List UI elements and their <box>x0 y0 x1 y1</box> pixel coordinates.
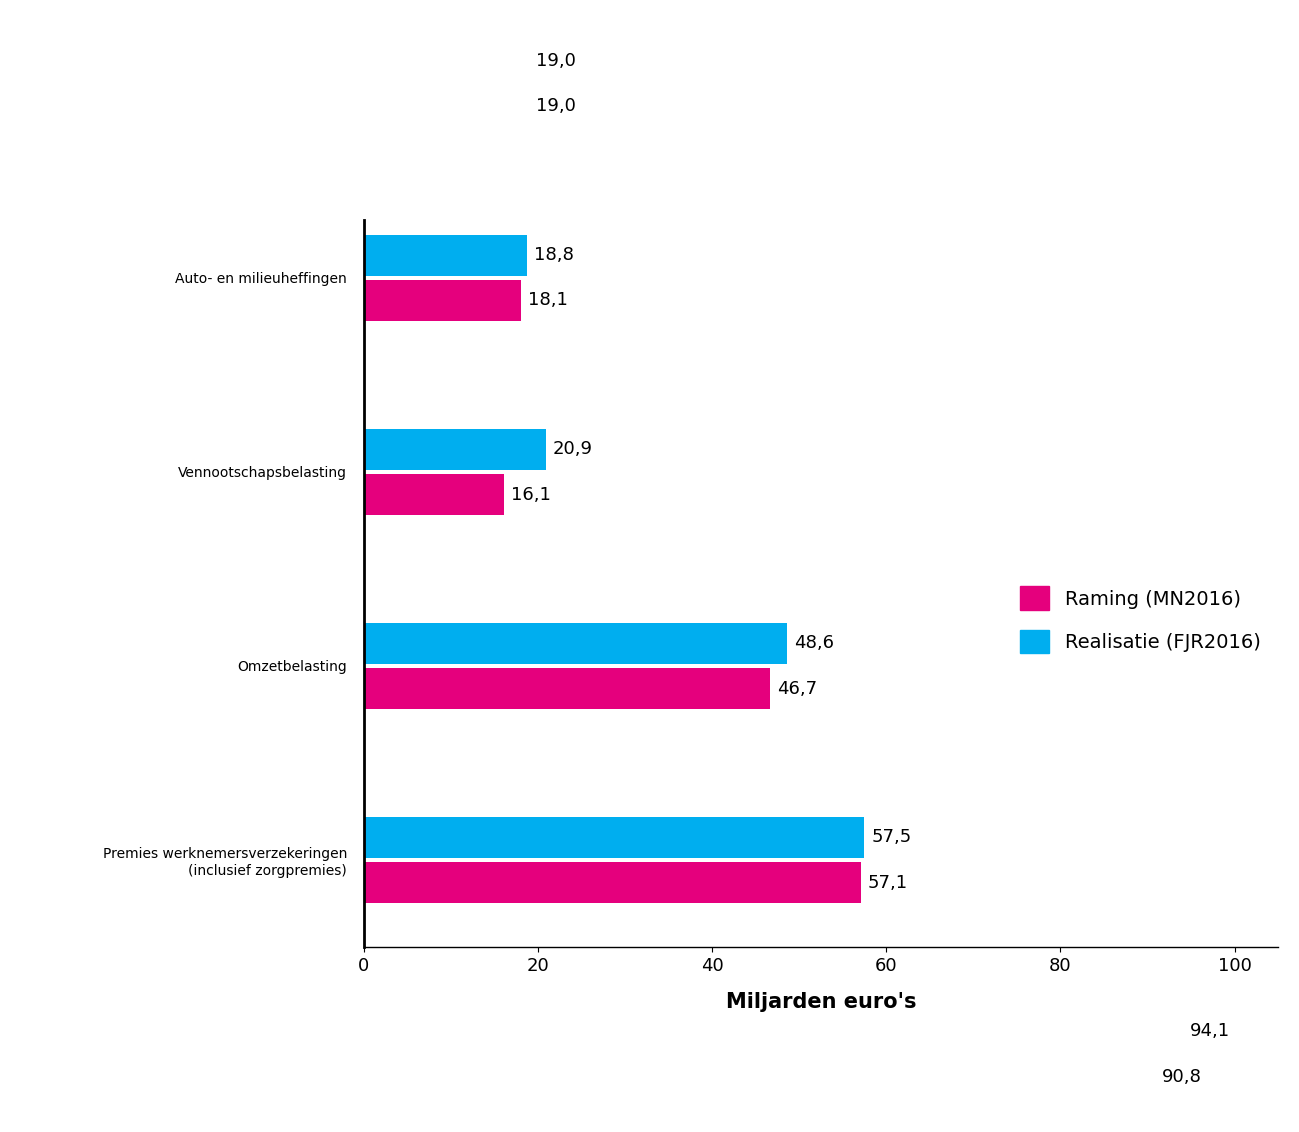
Bar <box>364 623 787 663</box>
Bar <box>364 280 521 321</box>
Bar <box>364 41 529 82</box>
Bar <box>364 668 770 709</box>
Bar <box>364 86 529 127</box>
Bar <box>364 429 546 470</box>
Text: 18,8: 18,8 <box>534 247 574 264</box>
Text: 19,0: 19,0 <box>536 97 575 115</box>
Bar <box>364 1011 1183 1052</box>
Text: 46,7: 46,7 <box>777 679 817 697</box>
Legend: Raming (MN2016), Realisatie (FJR2016): Raming (MN2016), Realisatie (FJR2016) <box>1012 578 1268 661</box>
Bar <box>364 863 861 903</box>
Text: 57,5: 57,5 <box>872 829 912 847</box>
Text: 94,1: 94,1 <box>1190 1022 1230 1040</box>
Bar <box>364 474 504 515</box>
Text: 57,1: 57,1 <box>868 874 908 892</box>
X-axis label: Miljarden euro's: Miljarden euro's <box>726 992 916 1012</box>
Text: 20,9: 20,9 <box>552 440 592 458</box>
Bar <box>364 234 527 276</box>
Bar <box>364 817 865 858</box>
Text: 18,1: 18,1 <box>529 292 568 309</box>
Text: 90,8: 90,8 <box>1161 1067 1202 1086</box>
Text: 16,1: 16,1 <box>511 486 551 504</box>
Text: 19,0: 19,0 <box>536 52 575 70</box>
Text: 48,6: 48,6 <box>794 634 834 652</box>
Bar <box>364 1056 1155 1097</box>
